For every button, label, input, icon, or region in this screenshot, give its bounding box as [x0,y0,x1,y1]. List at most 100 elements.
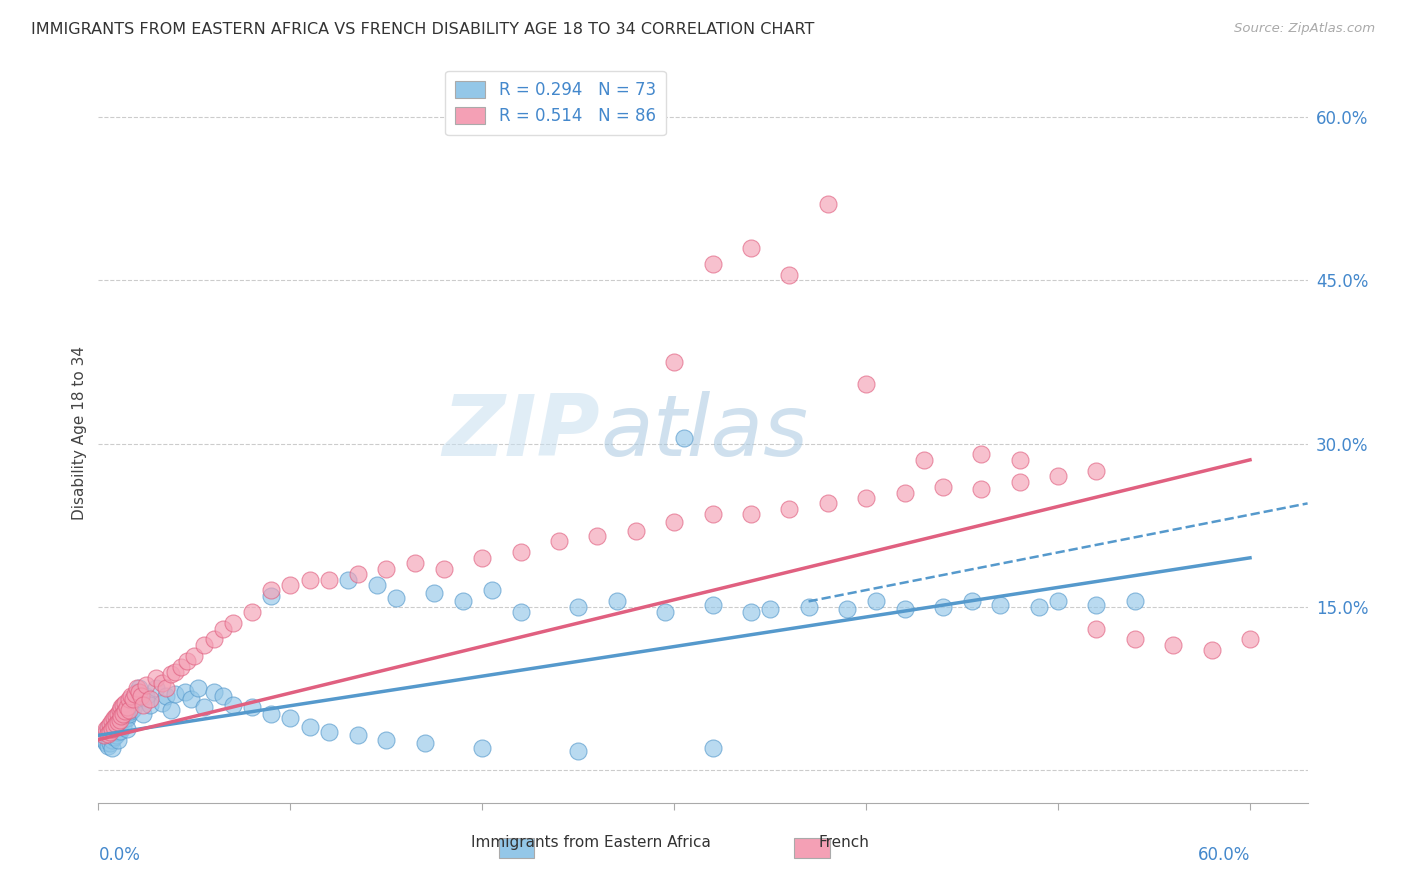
Point [260,706,283,721]
Point [110,700,132,714]
Point [115,700,138,714]
Point [893,485,915,500]
Point [110,714,132,728]
Point [103,720,125,734]
Point [1047,469,1070,483]
Point [129,689,152,703]
Point [120,693,142,707]
Point [98,728,121,742]
Point [240,605,263,619]
Point [990,598,1012,612]
Point [183,648,205,663]
Point [240,700,263,714]
Point [1123,632,1146,647]
Point [131,698,153,712]
Point [451,594,474,608]
Point [298,720,321,734]
Point [94,725,117,739]
Text: Source: ZipAtlas.com: Source: ZipAtlas.com [1234,22,1375,36]
Point [212,622,235,636]
Point [759,602,782,616]
Point [104,728,127,742]
Point [107,725,129,739]
Point [336,573,359,587]
Text: ZIP: ZIP [443,391,600,475]
Point [1008,475,1031,489]
Point [112,700,135,714]
Point [125,685,148,699]
Point [112,698,135,712]
Point [98,720,121,734]
Point [202,685,225,699]
Point [101,717,124,731]
Point [797,599,820,614]
Point [187,681,209,696]
Point [122,692,145,706]
Point [778,268,800,282]
Point [97,722,120,736]
Point [101,714,124,728]
Point [165,687,187,701]
Point [108,713,131,727]
Point [118,696,141,710]
Point [202,632,225,647]
Point [1085,622,1108,636]
Point [835,602,858,616]
Point [98,725,121,739]
Point [481,583,503,598]
Point [865,594,887,608]
Point [103,722,125,736]
Point [375,562,398,576]
Point [624,524,647,538]
Point [110,703,132,717]
Point [260,583,283,598]
Point [318,725,340,739]
Point [104,711,127,725]
Point [165,665,187,680]
Point [970,482,993,496]
Point [118,703,141,717]
Point [145,671,167,685]
Point [98,736,121,750]
Point [91,731,114,745]
Point [118,692,141,706]
Point [280,578,302,592]
Point [145,681,167,696]
Point [107,717,129,731]
Point [193,700,215,714]
Point [912,453,935,467]
Point [471,550,494,565]
Point [280,711,302,725]
Point [1047,594,1070,608]
Point [114,696,136,710]
Point [135,678,157,692]
Point [104,720,127,734]
Point [548,534,571,549]
Point [104,717,127,731]
Point [855,491,877,505]
Point [318,573,340,587]
Legend: R = 0.294   N = 73, R = 0.514   N = 86: R = 0.294 N = 73, R = 0.514 N = 86 [446,70,666,136]
Point [1008,453,1031,467]
Point [107,732,129,747]
Point [1239,632,1261,647]
Point [740,240,762,255]
Text: atlas: atlas [600,391,808,475]
Point [93,728,115,742]
Point [1085,598,1108,612]
Point [114,704,136,718]
Point [97,720,120,734]
Point [107,708,129,723]
Point [118,706,141,721]
Point [586,529,609,543]
Point [135,689,157,703]
Point [1161,638,1184,652]
Point [170,659,193,673]
Point [101,722,124,736]
Point [93,732,115,747]
Point [120,704,142,718]
Point [385,591,408,606]
Point [664,355,686,369]
Point [129,689,152,703]
Text: 60.0%: 60.0% [1198,847,1250,864]
